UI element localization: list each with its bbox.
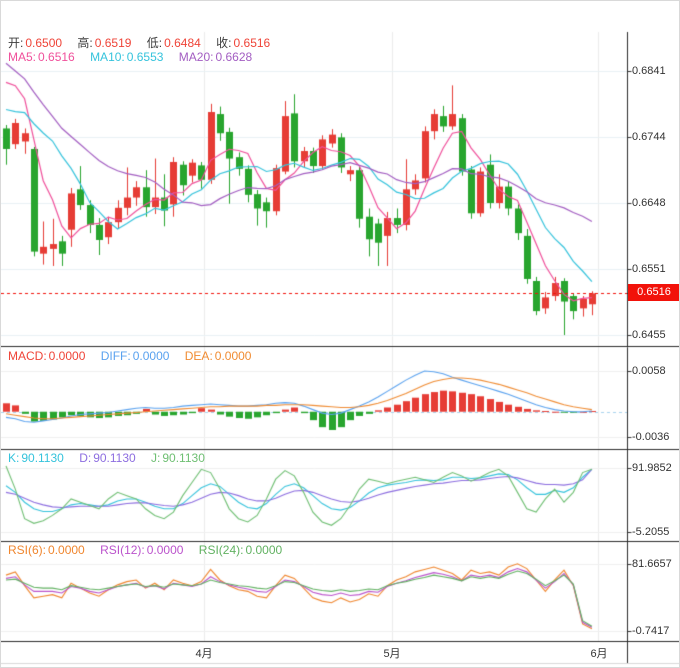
chart-widget: 日 周 月 5分 15分 30分 60分 4时 开:0.6500 高:0.651… (0, 0, 680, 668)
chart-canvas[interactable] (1, 1, 679, 667)
